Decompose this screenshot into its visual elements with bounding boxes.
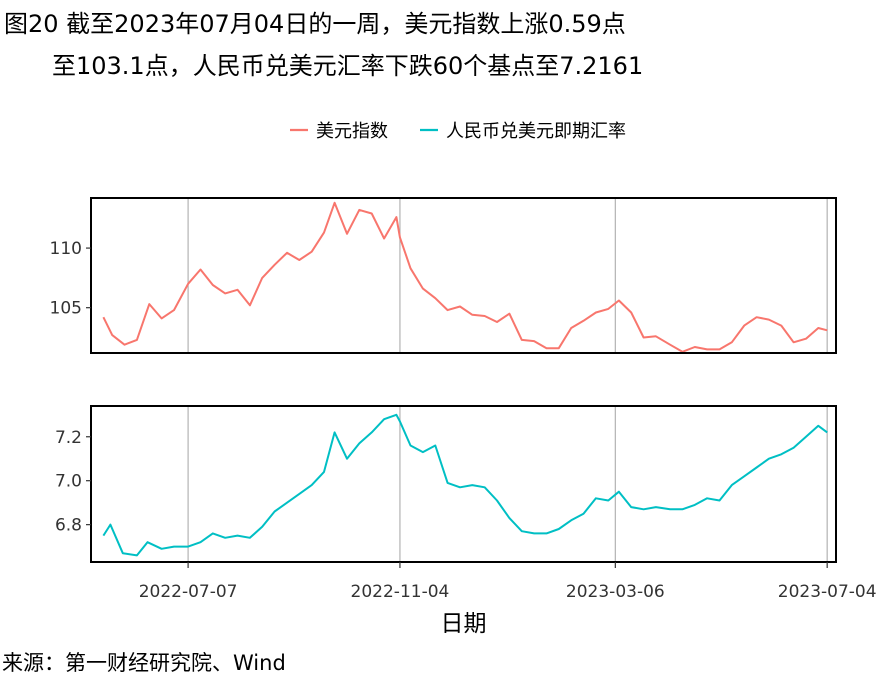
series-line: [102, 201, 828, 353]
y-tick-label: 7.2: [55, 428, 82, 448]
panel-frame: [90, 197, 837, 354]
legend-label: 美元指数: [316, 121, 388, 142]
x-tick-label: 2022-11-04: [351, 582, 450, 602]
cny-panel: 6.8 7.0 7.2: [55, 405, 837, 563]
x-tick-label: 2022-07-07: [139, 582, 238, 602]
source-note: 来源：第一财经研究院、Wind: [2, 651, 286, 675]
legend-label: 人民币兑美元即期汇率: [446, 121, 626, 142]
x-tick-label: 2023-07-04: [778, 582, 877, 602]
y-tick-label: 105: [50, 299, 82, 319]
y-tick-label: 6.8: [55, 516, 82, 536]
x-axis-label: 日期: [441, 611, 487, 637]
panel-frame: [90, 405, 837, 563]
line-chart: 美元指数 人民币兑美元即期汇率 105 110 6.8 7.0 7.2 2022-07-…: [50, 121, 877, 637]
y-tick-label: 110: [50, 239, 82, 259]
legend: 美元指数 人民币兑美元即期汇率: [290, 121, 626, 142]
chart-title-line-2: 至103.1点，人民币兑美元汇率下跌60个基点至7.2161: [52, 52, 644, 80]
dxy-panel: 105 110: [50, 197, 837, 354]
series-line: [102, 413, 828, 557]
x-axis: 2022-07-07 2022-11-04 2023-03-06 2023-07-04…: [139, 562, 877, 637]
chart-title-line-1: 图20 截至2023年07月04日的一周，美元指数上涨0.59点: [4, 10, 626, 38]
y-tick-label: 7.0: [55, 472, 82, 492]
x-tick-label: 2023-03-06: [566, 582, 665, 602]
